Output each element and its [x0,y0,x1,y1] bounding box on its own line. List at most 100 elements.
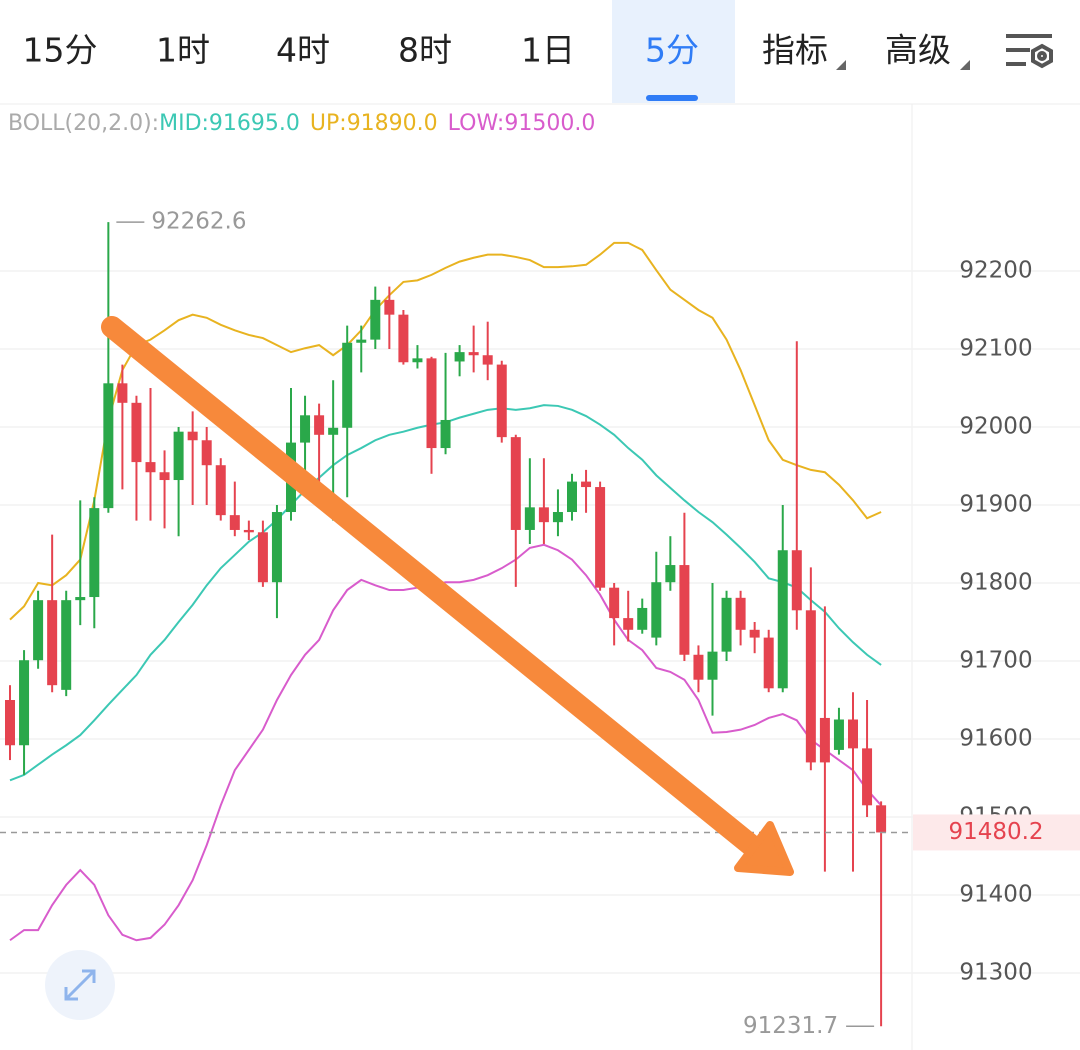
candle-body [33,600,44,661]
candle-body [693,654,704,680]
y-tick-label: 92000 [959,413,1032,439]
candle-body [876,805,887,833]
y-tick-label: 92200 [959,257,1032,283]
legend-entry: MID:91695.0 [159,111,300,136]
tab[interactable]: 4时 [276,31,330,70]
candle-body [538,507,549,523]
candle-body [47,600,58,686]
candle-body [524,507,535,530]
candle-body [61,600,72,690]
candle-body [257,532,268,583]
candle-body [145,462,156,473]
tab[interactable]: 15分 [23,31,98,70]
candle-body [356,339,367,343]
candle-body [651,582,662,638]
candle-body [454,352,465,362]
y-tick-label: 91300 [959,960,1032,986]
candle-body [510,437,521,530]
candle-body [496,364,507,438]
candle-body [862,748,873,806]
candle-body [623,618,634,630]
indicator-legend: BOLL(20,2.0):MID:91695.0 UP:91890.0 LOW:91… [8,111,595,136]
tab-bar: 15分 1时 4时 8时 1日 5分 指标 高级 [23,31,951,101]
y-tick-label: 91900 [959,491,1032,517]
plot: 9130091400915009160091700918009190092000… [0,209,1080,1039]
last-price-label: 91480.2 [948,819,1043,845]
candle-body [763,637,774,689]
candle-body [426,358,437,449]
candle-body [440,419,451,449]
candle-body [173,431,184,481]
legend-entry: LOW:91500.0 [448,111,596,136]
y-tick-label: 92100 [959,335,1032,361]
candle-body [482,355,493,365]
dropdown-icon [836,60,846,70]
candle-body [848,719,858,749]
candle-body [805,610,816,763]
y-tick-label: 91600 [959,726,1032,752]
candle-body [679,565,690,655]
candle-body [412,358,423,363]
tab[interactable]: 5分 [645,31,699,70]
candle-body [243,529,254,533]
y-tick-label: 91400 [959,882,1032,908]
candle-body [777,550,788,689]
low-label: 91231.7 [743,1013,838,1039]
candle-body [749,629,760,638]
candle-body [75,597,86,601]
candle-body [201,440,212,466]
boll-line [9,543,882,942]
candle-body [215,465,226,516]
candle-body [833,719,844,750]
candle-body [328,427,339,435]
candle-body [159,472,170,481]
indicator-name: BOLL(20,2.0): [8,111,159,136]
candle-body [581,481,592,488]
candle-body [229,515,240,530]
candle-body [271,512,282,583]
candle-body [103,383,114,509]
candle-body [791,550,802,611]
y-tick-label: 91700 [959,648,1032,674]
dropdown-icon [960,60,970,70]
candle-body [707,651,718,680]
active-tab-bg [612,0,735,103]
candle-body [131,402,142,463]
candle-body [721,597,732,652]
last-price-box [913,814,1080,851]
candle-body [665,565,676,583]
candle-body [314,415,325,435]
candle-body [595,487,606,588]
tab[interactable]: 1时 [156,31,210,70]
candle-body [89,508,100,598]
candle-body [187,431,198,441]
candle-body [370,299,381,340]
expand-button[interactable] [45,950,115,1020]
candle-body [398,314,409,363]
active-tab-indicator [646,95,698,101]
candle-body [468,352,479,356]
candle-body [735,597,746,630]
high-label: 92262.6 [151,209,246,235]
tab[interactable]: 高级 [885,31,951,70]
candle-body [552,512,563,523]
candle-body [637,607,648,630]
trend-arrow [101,316,794,876]
legend-entry: UP:91890.0 [310,111,438,136]
tab[interactable]: 指标 [762,31,828,70]
candle-body [5,700,15,746]
candle-body [117,383,128,403]
candle-body [609,587,620,619]
tab[interactable]: 8时 [398,31,452,70]
y-tick-label: 91800 [959,569,1032,595]
settings-icon[interactable] [1006,34,1053,69]
candle-body [342,342,353,428]
tab[interactable]: 1日 [521,31,575,70]
candle-body [819,717,830,763]
candle-body [300,415,311,443]
boll-line [9,241,882,621]
candle-body [384,299,395,315]
candle-body [19,660,30,746]
